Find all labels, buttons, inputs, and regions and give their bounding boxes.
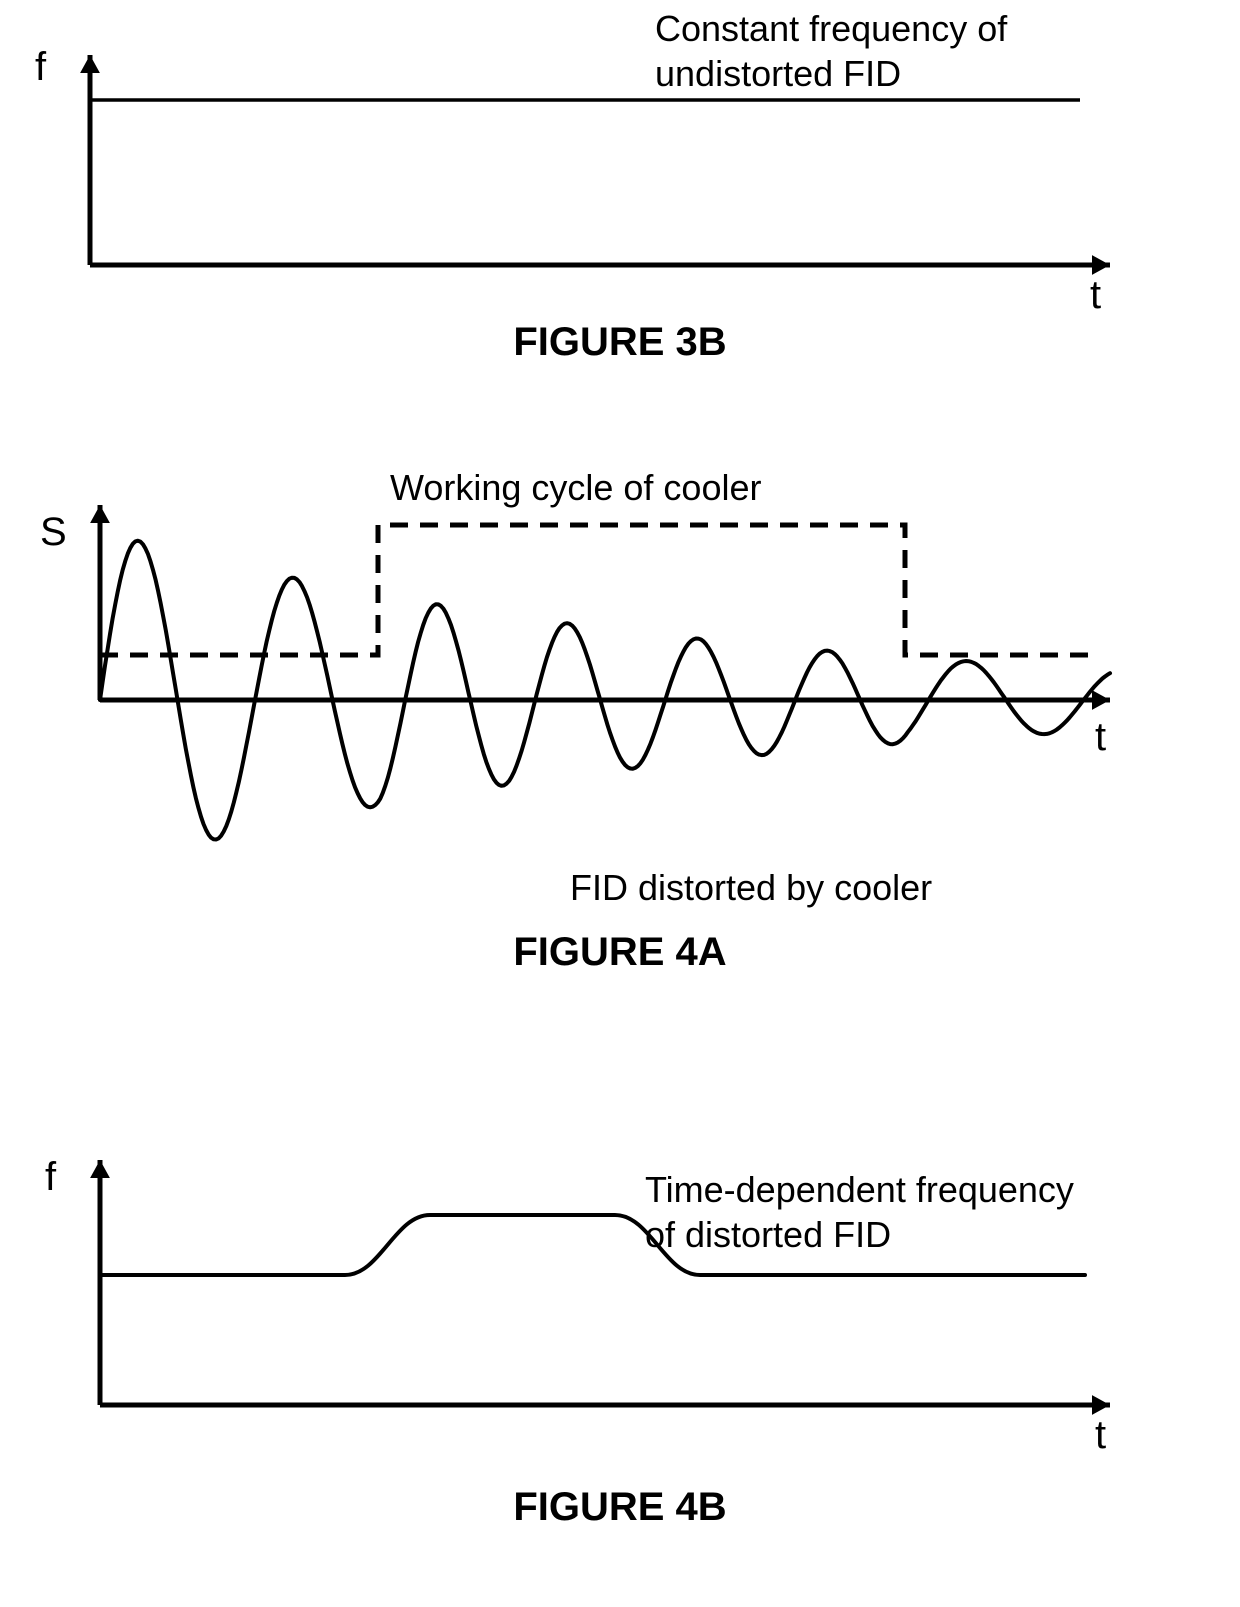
figure-4a: Working cycle of cooler FID distorted by… xyxy=(0,450,1240,1030)
figure-4b-annotation: Time-dependent frequencyof distorted FID xyxy=(645,1167,1074,1257)
figure-3b-plot xyxy=(0,0,1240,310)
page: Constant frequency ofundistorted FID f t… xyxy=(0,0,1240,1607)
figure-3b-y-axis-label: f xyxy=(35,45,46,90)
figure-4b: Time-dependent frequencyof distorted FID… xyxy=(0,1125,1240,1555)
figure-4b-caption: FIGURE 4B xyxy=(0,1485,1240,1530)
figure-4a-caption: FIGURE 4A xyxy=(0,930,1240,975)
figure-4b-x-axis-label: t xyxy=(1095,1413,1106,1458)
figure-4a-y-axis-label: S xyxy=(40,510,67,555)
figure-3b-annotation: Constant frequency ofundistorted FID xyxy=(655,6,1007,96)
figure-4a-annotation-bottom: FID distorted by cooler xyxy=(570,865,932,910)
figure-3b-x-axis-label: t xyxy=(1090,273,1101,318)
figure-4b-y-axis-label: f xyxy=(45,1155,56,1200)
figure-3b: Constant frequency ofundistorted FID f t… xyxy=(0,0,1240,390)
figure-3b-caption: FIGURE 3B xyxy=(0,320,1240,365)
figure-4a-annotation-top: Working cycle of cooler xyxy=(390,465,761,510)
figure-4a-x-axis-label: t xyxy=(1095,715,1106,760)
